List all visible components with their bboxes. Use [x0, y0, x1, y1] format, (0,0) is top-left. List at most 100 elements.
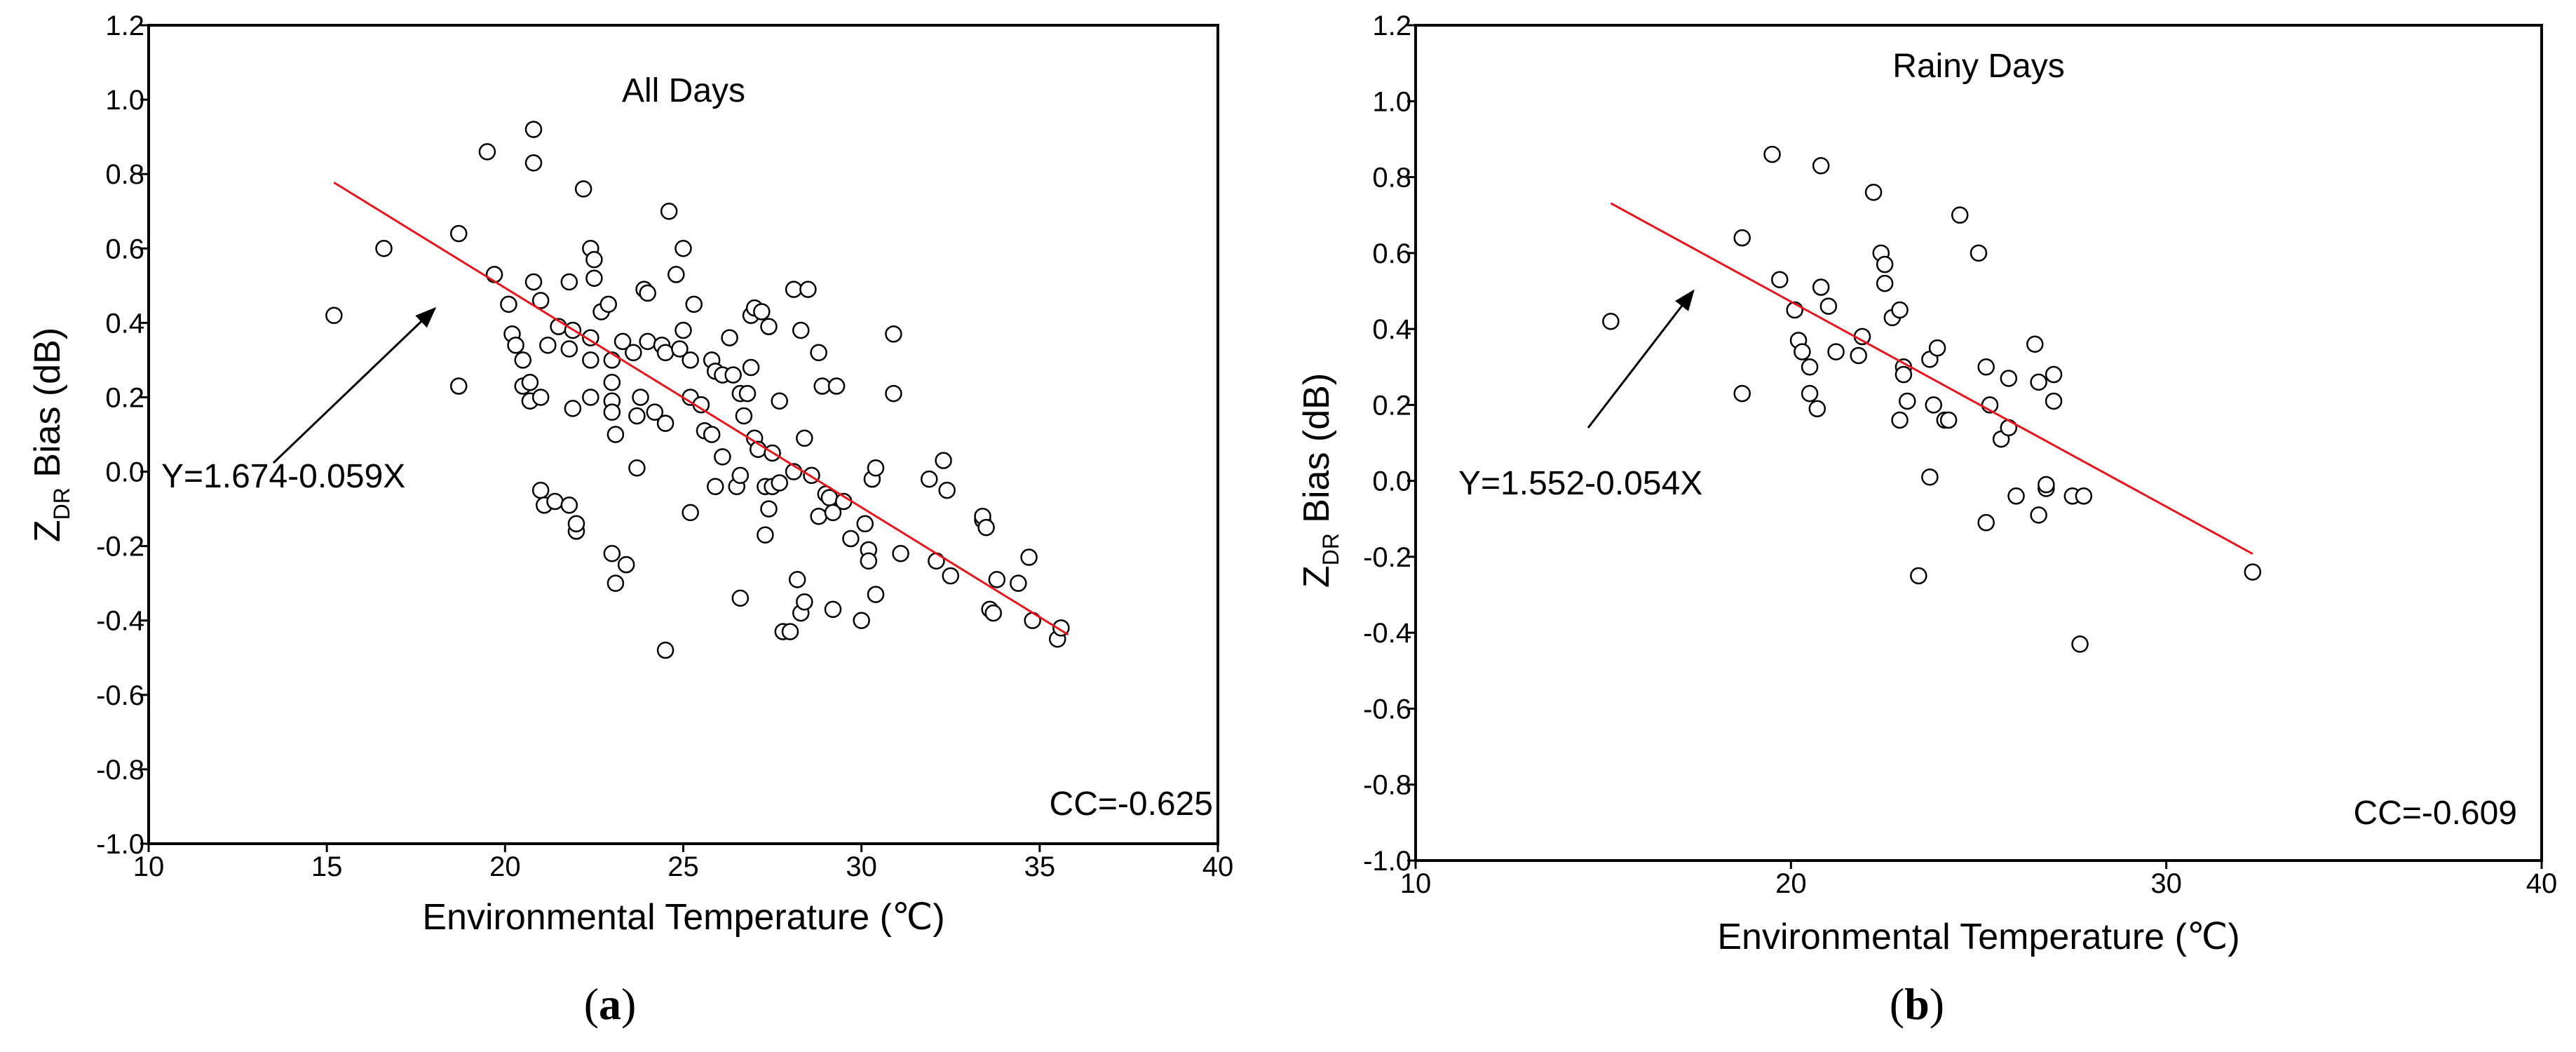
data-point: [824, 504, 842, 522]
data-point: [546, 492, 564, 511]
x-axis-label: Environmental Temperature (℃): [1717, 917, 2239, 957]
data-point: [785, 281, 803, 298]
data-point: [674, 240, 692, 257]
data-point: [853, 612, 870, 629]
x-tick-label: 20: [489, 851, 521, 882]
x-tick-label: 30: [2150, 868, 2182, 899]
data-point: [714, 448, 731, 466]
data-point: [824, 600, 842, 619]
data-point: [2045, 365, 2063, 384]
y-tick-label: -0.6: [96, 680, 144, 711]
annotation-arrow: [272, 306, 437, 464]
data-point: [2030, 506, 2047, 524]
data-point: [685, 295, 703, 313]
y-axis-label: ZDR Bias (dB): [1296, 373, 1343, 588]
x-tick-label: 25: [667, 851, 699, 882]
data-point: [792, 321, 810, 339]
data-point: [781, 623, 799, 640]
data-point: [617, 555, 635, 574]
data-point: [813, 377, 831, 395]
data-point: [585, 250, 603, 269]
data-point: [606, 574, 625, 592]
y-tick-label: -0.8: [96, 755, 144, 785]
y-tick-label: 0.4: [1372, 314, 1411, 345]
data-point: [2075, 487, 2093, 505]
correlation-label: CC=-0.609: [2354, 795, 2517, 832]
y-tick-label: 0.0: [105, 457, 144, 488]
chart-title: Rainy Days: [1892, 48, 2064, 85]
data-point: [735, 407, 753, 425]
y-tick-label: -1.0: [1363, 846, 1411, 877]
x-tick-label: 10: [133, 851, 165, 882]
x-tick-label: 20: [1775, 868, 1807, 899]
data-point: [574, 180, 592, 198]
data-point: [2038, 476, 2055, 494]
data-point: [1771, 271, 1789, 288]
x-tick-label: 35: [1024, 851, 1056, 882]
y-tick-label: 0.6: [1372, 238, 1411, 269]
data-point: [614, 332, 632, 351]
y-tick-label: 0.6: [105, 234, 144, 264]
data-point: [1812, 278, 1830, 296]
data-point: [721, 329, 738, 346]
data-point: [1951, 206, 1969, 224]
data-point: [856, 515, 874, 533]
data-point: [1977, 358, 1995, 376]
data-point: [988, 571, 1006, 588]
regression-line: [333, 181, 1069, 636]
y-tick-label: -0.6: [1363, 694, 1411, 724]
data-point: [1801, 358, 1819, 376]
data-point: [760, 500, 778, 518]
panel-b-caption: (b): [1889, 979, 1945, 1029]
data-point: [450, 377, 468, 395]
data-point: [560, 273, 578, 291]
data-point: [796, 429, 813, 447]
data-point: [2045, 392, 2063, 410]
data-point: [1850, 346, 1867, 365]
x-axis-label: Environmental Temperature (℃): [422, 897, 944, 938]
data-point: [1925, 396, 1943, 414]
data-point: [771, 392, 788, 410]
data-point: [885, 325, 902, 343]
data-point: [660, 202, 678, 220]
data-point: [632, 389, 649, 406]
data-point: [531, 292, 550, 309]
y-tick-label: -0.4: [96, 606, 144, 637]
data-point: [1812, 157, 1830, 175]
data-point: [507, 336, 524, 354]
data-point: [646, 403, 664, 421]
data-point: [1876, 274, 1894, 292]
y-tick-label: 1.2: [1372, 11, 1411, 41]
y-tick-label: -0.2: [1363, 542, 1411, 573]
data-point: [867, 586, 885, 603]
data-point: [514, 351, 531, 369]
data-point: [820, 489, 839, 506]
y-tick-label: 1.0: [1372, 86, 1411, 117]
data-point: [1733, 229, 1751, 247]
data-point: [1819, 297, 1838, 315]
data-point: [656, 641, 674, 659]
x-tick-label: 10: [1400, 868, 1432, 899]
chart-panel-a: -1.0 -0.8 -0.6 -0.4 -0.2 0.0 0.2 0.4 0.6 0.8 1.0 1.…: [27, 11, 1233, 938]
data-point: [500, 295, 517, 313]
data-point: [1910, 567, 1927, 585]
data-point: [1763, 145, 1781, 163]
data-point: [560, 340, 578, 358]
data-point: [738, 384, 757, 403]
data-point: [2026, 335, 2044, 353]
data-point: [867, 459, 885, 477]
data-point: [1602, 313, 1620, 330]
data-point: [599, 295, 617, 313]
data-point: [524, 273, 543, 291]
data-point: [760, 318, 778, 335]
data-point: [585, 269, 603, 287]
data-point: [1010, 574, 1027, 592]
y-tick-label: -0.4: [1363, 618, 1411, 649]
data-point: [531, 389, 550, 406]
data-point: [1899, 392, 1916, 410]
data-point: [582, 389, 599, 406]
y-tick-label: 1.2: [105, 11, 144, 41]
data-point: [724, 366, 742, 384]
data-point: [1928, 339, 1946, 357]
